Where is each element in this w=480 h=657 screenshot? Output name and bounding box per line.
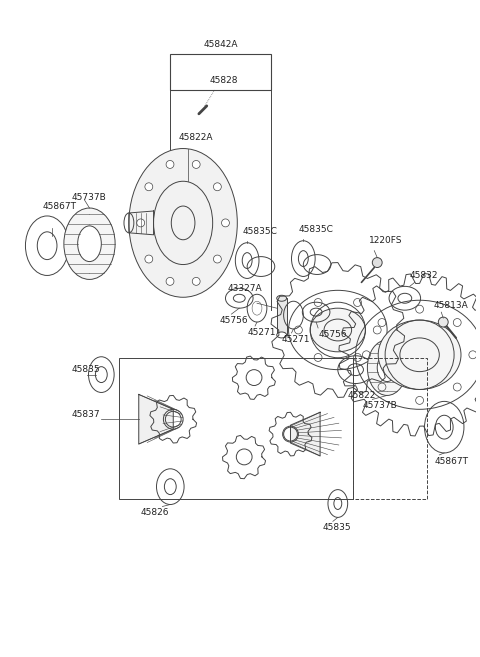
Ellipse shape <box>378 320 461 390</box>
Text: 45737B: 45737B <box>72 193 107 202</box>
Text: 45756: 45756 <box>318 330 347 339</box>
Bar <box>170 55 271 90</box>
Polygon shape <box>290 413 320 456</box>
Circle shape <box>192 277 200 285</box>
Bar <box>277 298 287 335</box>
Circle shape <box>214 183 221 191</box>
Ellipse shape <box>64 208 115 279</box>
Circle shape <box>222 219 229 227</box>
Text: 45756: 45756 <box>219 316 248 325</box>
Text: 45822A: 45822A <box>178 133 213 142</box>
Text: 1220FS: 1220FS <box>369 236 403 244</box>
Ellipse shape <box>78 226 101 261</box>
Ellipse shape <box>367 340 407 396</box>
Text: 45835C: 45835C <box>299 225 333 234</box>
Circle shape <box>438 317 448 327</box>
Ellipse shape <box>377 353 397 382</box>
Bar <box>353 358 427 499</box>
Circle shape <box>372 258 382 267</box>
Text: 45867T: 45867T <box>434 457 468 466</box>
Bar <box>119 358 353 499</box>
Text: 45271: 45271 <box>282 335 310 344</box>
Ellipse shape <box>277 332 287 338</box>
Circle shape <box>166 160 174 168</box>
Text: 45828: 45828 <box>210 76 238 85</box>
Circle shape <box>214 255 221 263</box>
Circle shape <box>145 183 153 191</box>
Ellipse shape <box>129 148 237 297</box>
Ellipse shape <box>310 308 365 351</box>
Text: 45832: 45832 <box>410 271 438 281</box>
Text: 43327A: 43327A <box>228 284 262 293</box>
Polygon shape <box>139 394 173 444</box>
Circle shape <box>137 219 144 227</box>
Text: 45271: 45271 <box>247 328 276 337</box>
Text: 45826: 45826 <box>141 509 169 518</box>
Text: 45835: 45835 <box>323 524 352 532</box>
Ellipse shape <box>277 295 287 301</box>
Text: 45835: 45835 <box>72 365 100 374</box>
Text: 45835C: 45835C <box>242 227 277 236</box>
Text: 45867T: 45867T <box>42 202 76 211</box>
Circle shape <box>192 160 200 168</box>
Circle shape <box>145 255 153 263</box>
Polygon shape <box>129 211 154 235</box>
Circle shape <box>166 277 174 285</box>
Text: 45837: 45837 <box>72 410 100 419</box>
Text: 45842A: 45842A <box>204 40 238 49</box>
Text: 45813A: 45813A <box>433 301 468 310</box>
Text: 45822: 45822 <box>348 392 376 401</box>
Text: 45737B: 45737B <box>362 401 397 411</box>
